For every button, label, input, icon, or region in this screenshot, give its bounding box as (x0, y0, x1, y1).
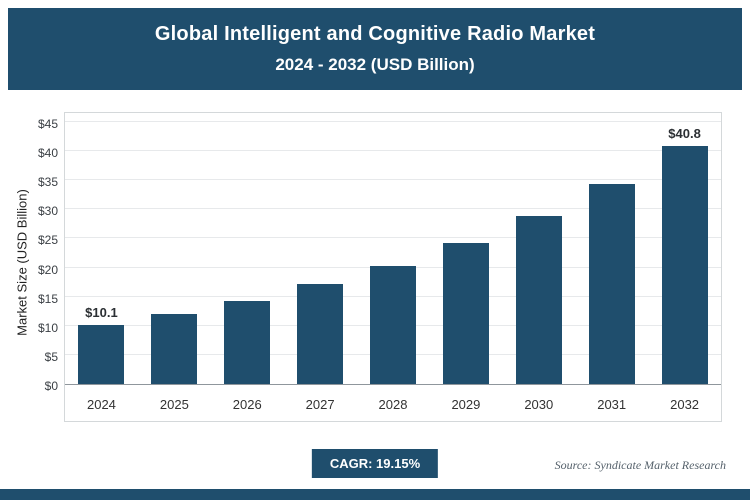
bar (297, 284, 344, 384)
bar (151, 314, 198, 384)
y-tick-label: $30 (37, 204, 58, 219)
bar-column (357, 123, 430, 384)
gridline (65, 179, 721, 181)
bars-container: $10.1 $40.8 (65, 123, 721, 384)
x-axis-labels: 2024 2025 2026 2027 2028 2029 2030 2031 2032 (65, 387, 721, 421)
y-tick-label: $35 (37, 175, 58, 190)
gridline (65, 237, 721, 239)
y-axis-ticks: $0 $5 $10 $15 $20 $25 $30 $35 $40 $45 (8, 117, 58, 393)
source-text: Source: Syndicate Market Research (554, 458, 726, 472)
y-tick-label: $15 (37, 291, 58, 306)
bar-value-label: $40.8 (668, 126, 701, 142)
y-tick-label: $20 (37, 262, 58, 277)
x-tick-label: 2031 (597, 396, 627, 412)
y-tick-label: $45 (37, 117, 58, 131)
bar (78, 325, 125, 384)
y-tick-label: $10 (37, 320, 58, 335)
x-tick-label: 2025 (159, 396, 189, 412)
gridline (65, 150, 721, 152)
bar (515, 215, 562, 384)
footer-strip (0, 489, 750, 500)
plot-area: $10.1 $40.8 (65, 121, 721, 385)
bar-value-label: $10.1 (85, 305, 118, 321)
bar-column (284, 123, 357, 384)
x-tick-label: 2028 (378, 396, 408, 412)
y-tick-label: $40 (37, 146, 58, 161)
gridline (65, 121, 721, 122)
chart-title: Global Intelligent and Cognitive Radio M… (154, 23, 596, 45)
bar (224, 300, 271, 384)
bar (442, 243, 489, 384)
x-tick-label: 2032 (670, 396, 700, 412)
chart-subtitle: 2024 - 2032 (USD Billion) (275, 55, 475, 74)
bar-column (138, 123, 211, 384)
bar-column (502, 123, 575, 384)
y-tick-label: $0 (44, 379, 58, 393)
x-tick-label: 2026 (232, 396, 262, 412)
x-tick-label: 2027 (305, 396, 335, 412)
bar-column (429, 123, 502, 384)
x-tick-label: 2029 (451, 396, 481, 412)
y-tick-label: $5 (44, 349, 58, 364)
y-tick-label: $25 (37, 233, 58, 248)
bar-column (211, 123, 284, 384)
bar (661, 146, 708, 384)
bar-column: $10.1 (65, 123, 138, 384)
bar (370, 265, 416, 384)
gridline (65, 208, 721, 210)
x-tick-label: 2030 (524, 396, 554, 412)
chart-panel: $10.1 $40.8 2024 2025 2026 2027 2028 2029 2030 2… (64, 112, 722, 422)
cagr-badge: CAGR: 19.15% (311, 449, 439, 478)
bar-column (575, 123, 648, 384)
x-tick-label: 2024 (86, 396, 116, 412)
bar-column: $40.8 (648, 123, 721, 384)
bar (588, 183, 635, 384)
chart-header: Global Intelligent and Cognitive Radio M… (8, 8, 742, 90)
